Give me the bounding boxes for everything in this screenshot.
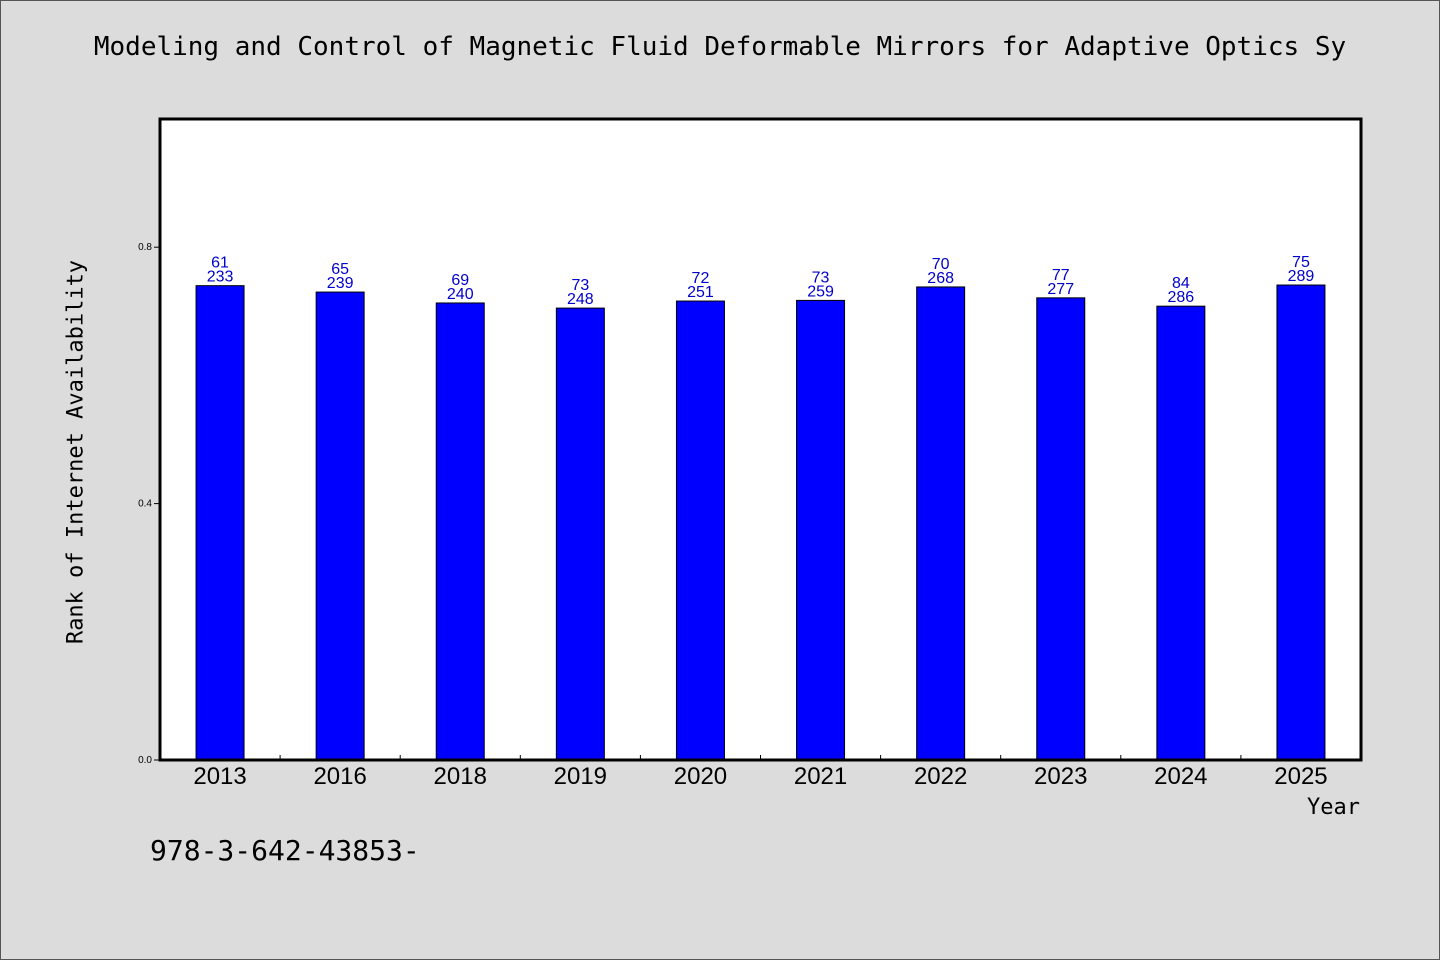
bar-2023 (1036, 297, 1086, 761)
data-label-top-2019: 73 (571, 277, 589, 294)
data-label-bottom-2016: 239 (327, 275, 354, 292)
y-tick-label-0.8: 0.8 (138, 242, 152, 253)
data-label-top-2013: 61 (211, 255, 229, 272)
data-label-top-2023: 77 (1052, 267, 1070, 284)
bar-2019 (555, 307, 605, 761)
data-label-top-2025: 75 (1292, 254, 1310, 271)
x-tick-label-2023: 2023 (1034, 763, 1087, 790)
data-label-top-2024: 84 (1172, 275, 1190, 292)
data-label-bottom-2025: 289 (1288, 268, 1315, 285)
x-tick-label-2025: 2025 (1274, 763, 1327, 790)
x-tick-label-2020: 2020 (674, 763, 727, 790)
y-tick-label-0.4: 0.4 (138, 499, 152, 510)
data-label-bottom-2021: 259 (807, 283, 834, 300)
x-tick-label-2019: 2019 (554, 763, 607, 790)
x-tick-label-2024: 2024 (1154, 763, 1207, 790)
bar-2020 (675, 300, 725, 761)
bar-2013 (195, 285, 245, 761)
data-label-top-2018: 69 (451, 272, 469, 289)
data-label-top-2021: 73 (812, 269, 830, 286)
axes-group: 2013 2016 2018 2019 2020 2021 2022 2023 2024 2025… (138, 242, 1328, 790)
data-label-bottom-2022: 268 (927, 270, 954, 287)
bar-2022 (916, 286, 966, 761)
data-label-top-2020: 72 (692, 270, 710, 287)
plot-border (158, 117, 1363, 762)
x-tick-label-2022: 2022 (914, 763, 967, 790)
data-label-bottom-2018: 240 (447, 286, 474, 303)
data-label-bottom-2019: 248 (567, 291, 594, 308)
y-tick-label-0.0: 0.0 (138, 755, 152, 766)
isbn-text: 978-3-642-43853- (150, 834, 420, 867)
bar-2018 (435, 302, 485, 761)
data-label-top-2016: 65 (331, 261, 349, 278)
chart-title: Modeling and Control of Magnetic Fluid D… (93, 32, 1347, 62)
bar-2021 (796, 299, 846, 761)
data-label-bottom-2020: 251 (687, 284, 714, 301)
bar-2016 (315, 291, 365, 761)
data-label-top-2022: 70 (932, 256, 950, 273)
x-tick-label-2021: 2021 (794, 763, 847, 790)
data-label-bottom-2013: 233 (207, 269, 234, 286)
bar-2024 (1156, 305, 1206, 761)
bar-2025 (1276, 284, 1326, 761)
data-label-bottom-2023: 277 (1047, 281, 1074, 298)
bars-group (195, 284, 1326, 761)
x-axis-label: Year (1307, 795, 1360, 820)
x-tick-label-2016: 2016 (313, 763, 366, 790)
x-tick-label-2013: 2013 (193, 763, 246, 790)
data-label-bottom-2024: 286 (1167, 289, 1194, 306)
x-tick-label-2018: 2018 (434, 763, 487, 790)
